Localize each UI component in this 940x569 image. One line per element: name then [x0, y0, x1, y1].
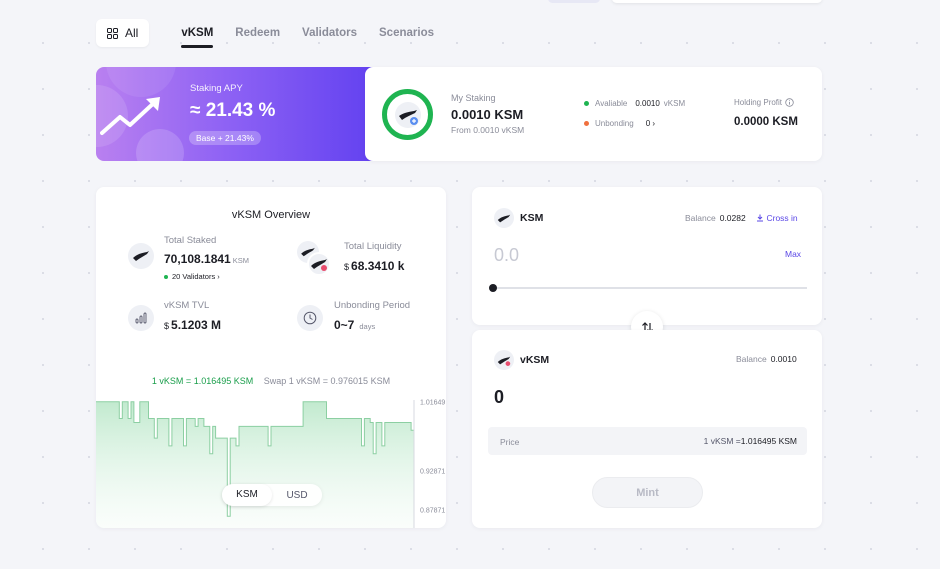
price-value-right: 1.016495 KSM [740, 436, 797, 446]
tab-redeem[interactable]: Redeem [235, 27, 281, 39]
mint-button[interactable]: Mint [592, 477, 703, 508]
staking-apy-card: Staking APY ≈ 21.43 % Base + 21.43% [96, 67, 386, 161]
total-liquidity-number: 68.3410 k [351, 259, 405, 273]
tvl-value: $5.1203 M [164, 318, 221, 332]
to-balance-value: 0.0010 [770, 354, 797, 364]
vksm-token-icon [494, 350, 514, 370]
total-liquidity-label: Total Liquidity [344, 241, 402, 252]
holding-profit-label: Holding Profit [734, 98, 783, 107]
available-unit: vKSM [663, 99, 686, 108]
price-row: Price 1 vKSM =1.016495 KSM [488, 427, 807, 455]
total-staked-number: 70,108.1841 [164, 252, 231, 266]
tvl-label: vKSM TVL [164, 300, 210, 311]
grid-icon [107, 27, 118, 39]
chart-area-fill [96, 401, 414, 528]
top-input[interactable] [612, 0, 822, 3]
toggle-usd[interactable]: USD [286, 489, 308, 501]
from-amount-input[interactable]: 0.0 [494, 245, 520, 265]
from-token-name: KSM [520, 212, 544, 224]
green-dot [164, 274, 168, 279]
y-tick-label: 0.87871 [420, 508, 445, 515]
holding-profit-value: 0.0000 KSM [734, 116, 798, 128]
available-label: Avaliable [595, 99, 628, 108]
swap-rate: Swap 1 vKSM = 0.976015 KSM [263, 376, 391, 386]
unbonding-period-label: Unbonding Period [334, 300, 411, 311]
ksm-token-icon [128, 243, 154, 269]
trend-up-icon [100, 97, 160, 135]
vksm-token-icon [394, 101, 421, 128]
swap-to-card: vKSM Balance 0.0010 0 Price 1 vKSM =1.016… [472, 330, 822, 528]
tab-all[interactable]: All [96, 19, 150, 47]
available-value: 0.0010 [635, 99, 660, 108]
apy-label: Staking APY [190, 83, 243, 94]
my-staking-from: From 0.0010 vKSM [451, 125, 525, 135]
amount-slider[interactable] [492, 287, 807, 289]
exchange-rate-line: 1 vKSM = 1.016495 KSM Swap 1 vKSM = 0.97… [96, 376, 446, 386]
overview-title: vKSM Overview [231, 209, 311, 221]
price-chart[interactable]: 1.01649 0.92871 0.87871 [96, 395, 446, 528]
vksm-rate: 1 vKSM = 1.016495 KSM [151, 376, 254, 386]
tab-vksm[interactable]: vKSM [181, 27, 214, 48]
tab-all-label: All [125, 26, 139, 40]
to-balance-label: Balance [736, 354, 767, 364]
slider-handle[interactable] [489, 284, 497, 292]
total-staked-unit: KSM [232, 256, 249, 265]
swap-from-card: KSM Balance 0.0282 Cross in 0.0 Max [472, 187, 822, 325]
toggle-ksm[interactable]: KSM [222, 484, 272, 506]
tvl-prefix: $ [164, 321, 170, 331]
from-balance: Balance 0.0282 Cross in [685, 213, 798, 223]
apy-base-badge: Base + 21.43% [189, 131, 261, 145]
unbonding-row[interactable]: Unbonding 0 › [584, 119, 655, 128]
to-token-name: vKSM [520, 354, 550, 366]
decor-bubble [136, 129, 184, 161]
total-staked-value: 70,108.1841 KSM [164, 252, 249, 266]
info-icon[interactable] [785, 98, 794, 107]
orange-dot [584, 121, 589, 126]
unbonding-value: 0 › [645, 119, 656, 128]
unbonding-period-unit: days [359, 322, 376, 331]
price-label: Price [500, 437, 520, 447]
tab-bar: All vKSM Redeem Validators Scenarios [96, 19, 434, 48]
green-dot [584, 101, 589, 106]
total-liquidity-prefix: $ [344, 262, 350, 272]
to-balance: Balance 0.0010 [736, 354, 797, 364]
validators-link[interactable]: 20 Validators › [164, 272, 220, 281]
holding-profit-label-row: Holding Profit [734, 98, 794, 107]
total-liquidity-value: $68.3410 k [344, 259, 404, 273]
unbonding-period-value: 0~7 days [334, 318, 375, 332]
top-pill [548, 0, 600, 3]
clock-icon [297, 305, 323, 331]
my-staking-label: My Staking [451, 93, 496, 103]
tab-validators[interactable]: Validators [302, 27, 358, 39]
chart-series-line [96, 401, 415, 517]
my-staking-value: 0.0010 KSM [451, 107, 524, 122]
cross-in-label: Cross in [766, 213, 798, 223]
price-value-left: 1 vKSM = [703, 436, 741, 446]
staking-ring [382, 89, 433, 140]
total-staked-label: Total Staked [164, 235, 217, 246]
max-button[interactable]: Max [785, 249, 802, 259]
unbonding-period-number: 0~7 [334, 318, 355, 332]
my-staking-card: My Staking 0.0010 KSM From 0.0010 vKSM A… [365, 67, 822, 161]
tab-scenarios[interactable]: Scenarios [379, 27, 434, 39]
currency-toggle[interactable]: KSM USD [222, 484, 322, 506]
apy-value: ≈ 21.43 % [190, 100, 276, 121]
vksm-token-icon [307, 252, 331, 276]
y-tick-label: 0.92871 [420, 468, 445, 475]
ksm-token-icon [494, 208, 514, 228]
from-balance-value: 0.0282 [719, 213, 746, 223]
to-amount: 0 [494, 387, 505, 407]
available-row: Avaliable 0.0010 vKSM [584, 99, 685, 108]
price-value: 1 vKSM =1.016495 KSM [704, 436, 797, 446]
y-tick-label: 1.01649 [420, 400, 445, 407]
cross-in-link[interactable]: Cross in [756, 213, 798, 223]
vksm-overview-card: vKSM Overview Total Staked 70,108.1841 KS… [96, 187, 446, 528]
download-icon [757, 214, 764, 222]
unbonding-label: Unbonding [595, 119, 634, 128]
tvl-number: 5.1203 M [171, 318, 222, 332]
bar-chart-icon [128, 305, 154, 331]
from-balance-label: Balance [685, 213, 716, 223]
validators-count: 20 Validators › [172, 272, 220, 281]
